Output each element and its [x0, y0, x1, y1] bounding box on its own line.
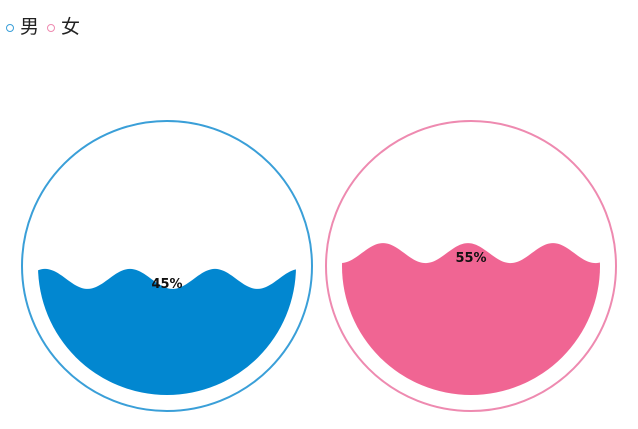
percentage-label-female: 55% [455, 251, 486, 266]
liquid-wave-female [342, 243, 600, 395]
legend-marker-male-icon [6, 23, 14, 32]
legend-item-female[interactable]: 女 [47, 18, 80, 37]
gauge-outline-female [325, 120, 617, 412]
legend-marker-female-icon [47, 23, 56, 32]
liquid-gauge-male: 45% [21, 120, 313, 412]
legend-label-female: 女 [61, 16, 81, 38]
legend: 男 女 [6, 18, 80, 37]
liquid-wave-male [38, 268, 296, 395]
liquid-gauge-female: 55% [325, 120, 617, 412]
legend-label-male: 男 [20, 16, 40, 38]
legend-item-male[interactable]: 男 [6, 18, 39, 37]
gauge-outline-male [21, 120, 313, 412]
percentage-label-male: 45% [151, 277, 182, 292]
